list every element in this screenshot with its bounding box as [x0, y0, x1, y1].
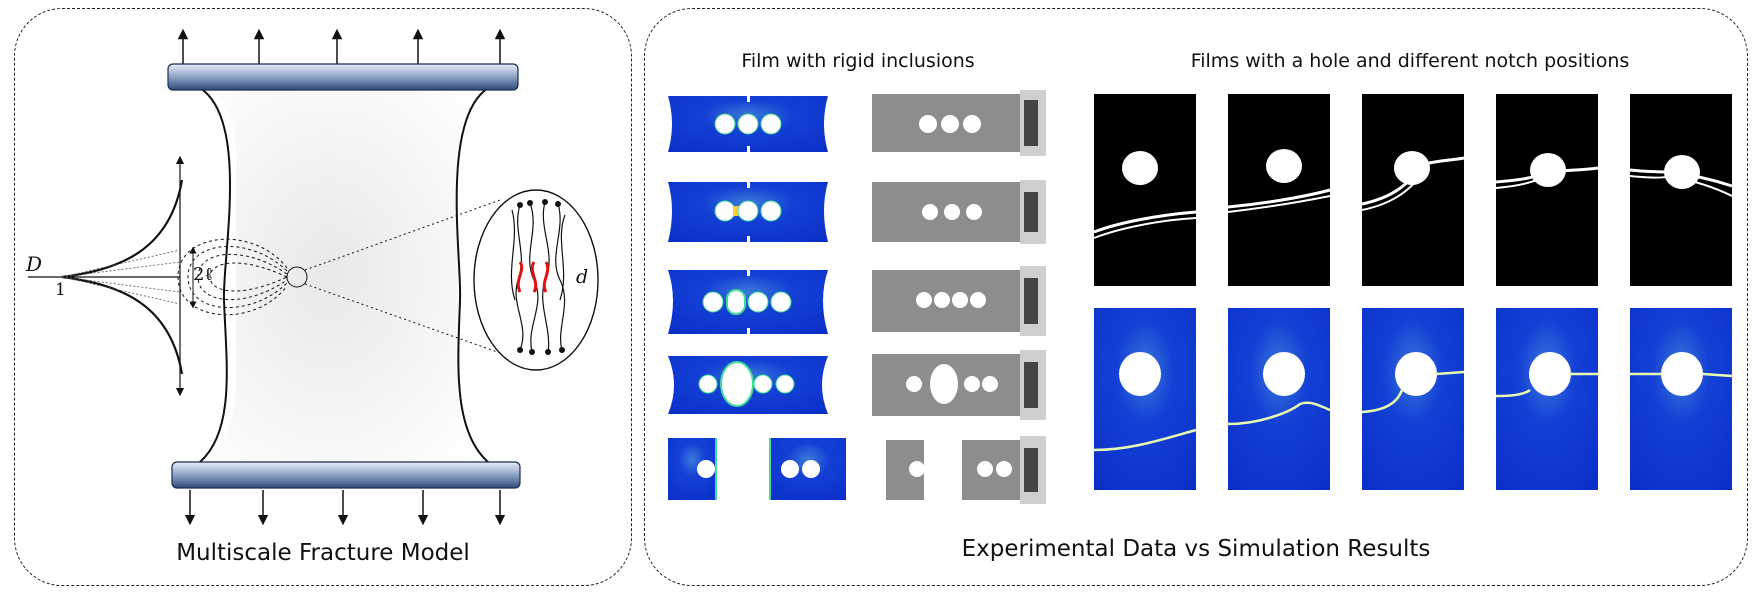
unity-label: 1: [55, 280, 66, 300]
inclusion-exp-4: [872, 350, 1046, 420]
damage-label: D: [26, 252, 43, 276]
length-scale-label: 2ℓ: [193, 264, 214, 285]
multiscale-model-panel: [14, 8, 632, 586]
inclusion-sim-1: [668, 94, 828, 154]
film-specimen: [200, 88, 488, 462]
inclusion-experiments: [872, 90, 1046, 504]
bottom-load-arrows: [184, 490, 506, 526]
inclusion-exp-2: [872, 180, 1046, 244]
polymer-network-zoom: [473, 189, 599, 371]
inclusion-exp-1: [872, 90, 1046, 156]
hole-simulations: [1093, 308, 1733, 490]
inclusion-sim-5: [668, 438, 846, 500]
hole-exp-5: [1629, 94, 1733, 286]
left-caption: Multiscale Fracture Model: [176, 540, 470, 566]
bottom-clamp: [171, 461, 521, 489]
inclusion-sim-2: [668, 180, 828, 244]
hole-exp-4: [1495, 94, 1599, 286]
top-clamp: [167, 63, 519, 91]
inclusion-exp-3: [872, 266, 1046, 336]
damage-profile-plot: [28, 155, 197, 397]
hole-sim-4: [1495, 308, 1598, 490]
chain-distance-label: d: [576, 266, 589, 288]
right-caption: Experimental Data vs Simulation Results: [961, 536, 1431, 562]
hole-sim-5: [1630, 308, 1733, 490]
hole-exp-1: [1093, 94, 1197, 286]
zoom-lines: [304, 199, 521, 361]
hole-sim-1: [1093, 308, 1197, 490]
inclusion-sim-3: [668, 268, 828, 336]
holes-subtitle: Films with a hole and different notch po…: [1190, 50, 1630, 72]
hole-sim-3: [1361, 308, 1465, 490]
results-panel: [644, 8, 1748, 586]
inclusion-simulations: [668, 94, 846, 500]
hole-sim-2: [1227, 308, 1331, 490]
inclusion-exp-5: [886, 436, 1046, 504]
top-load-arrows: [177, 28, 506, 66]
hole-exp-3: [1361, 94, 1465, 286]
hole-experiments: [1093, 94, 1733, 286]
hole-exp-2: [1227, 94, 1331, 286]
inclusion-sim-4: [668, 356, 828, 414]
inclusions-subtitle: Film with rigid inclusions: [741, 50, 975, 72]
